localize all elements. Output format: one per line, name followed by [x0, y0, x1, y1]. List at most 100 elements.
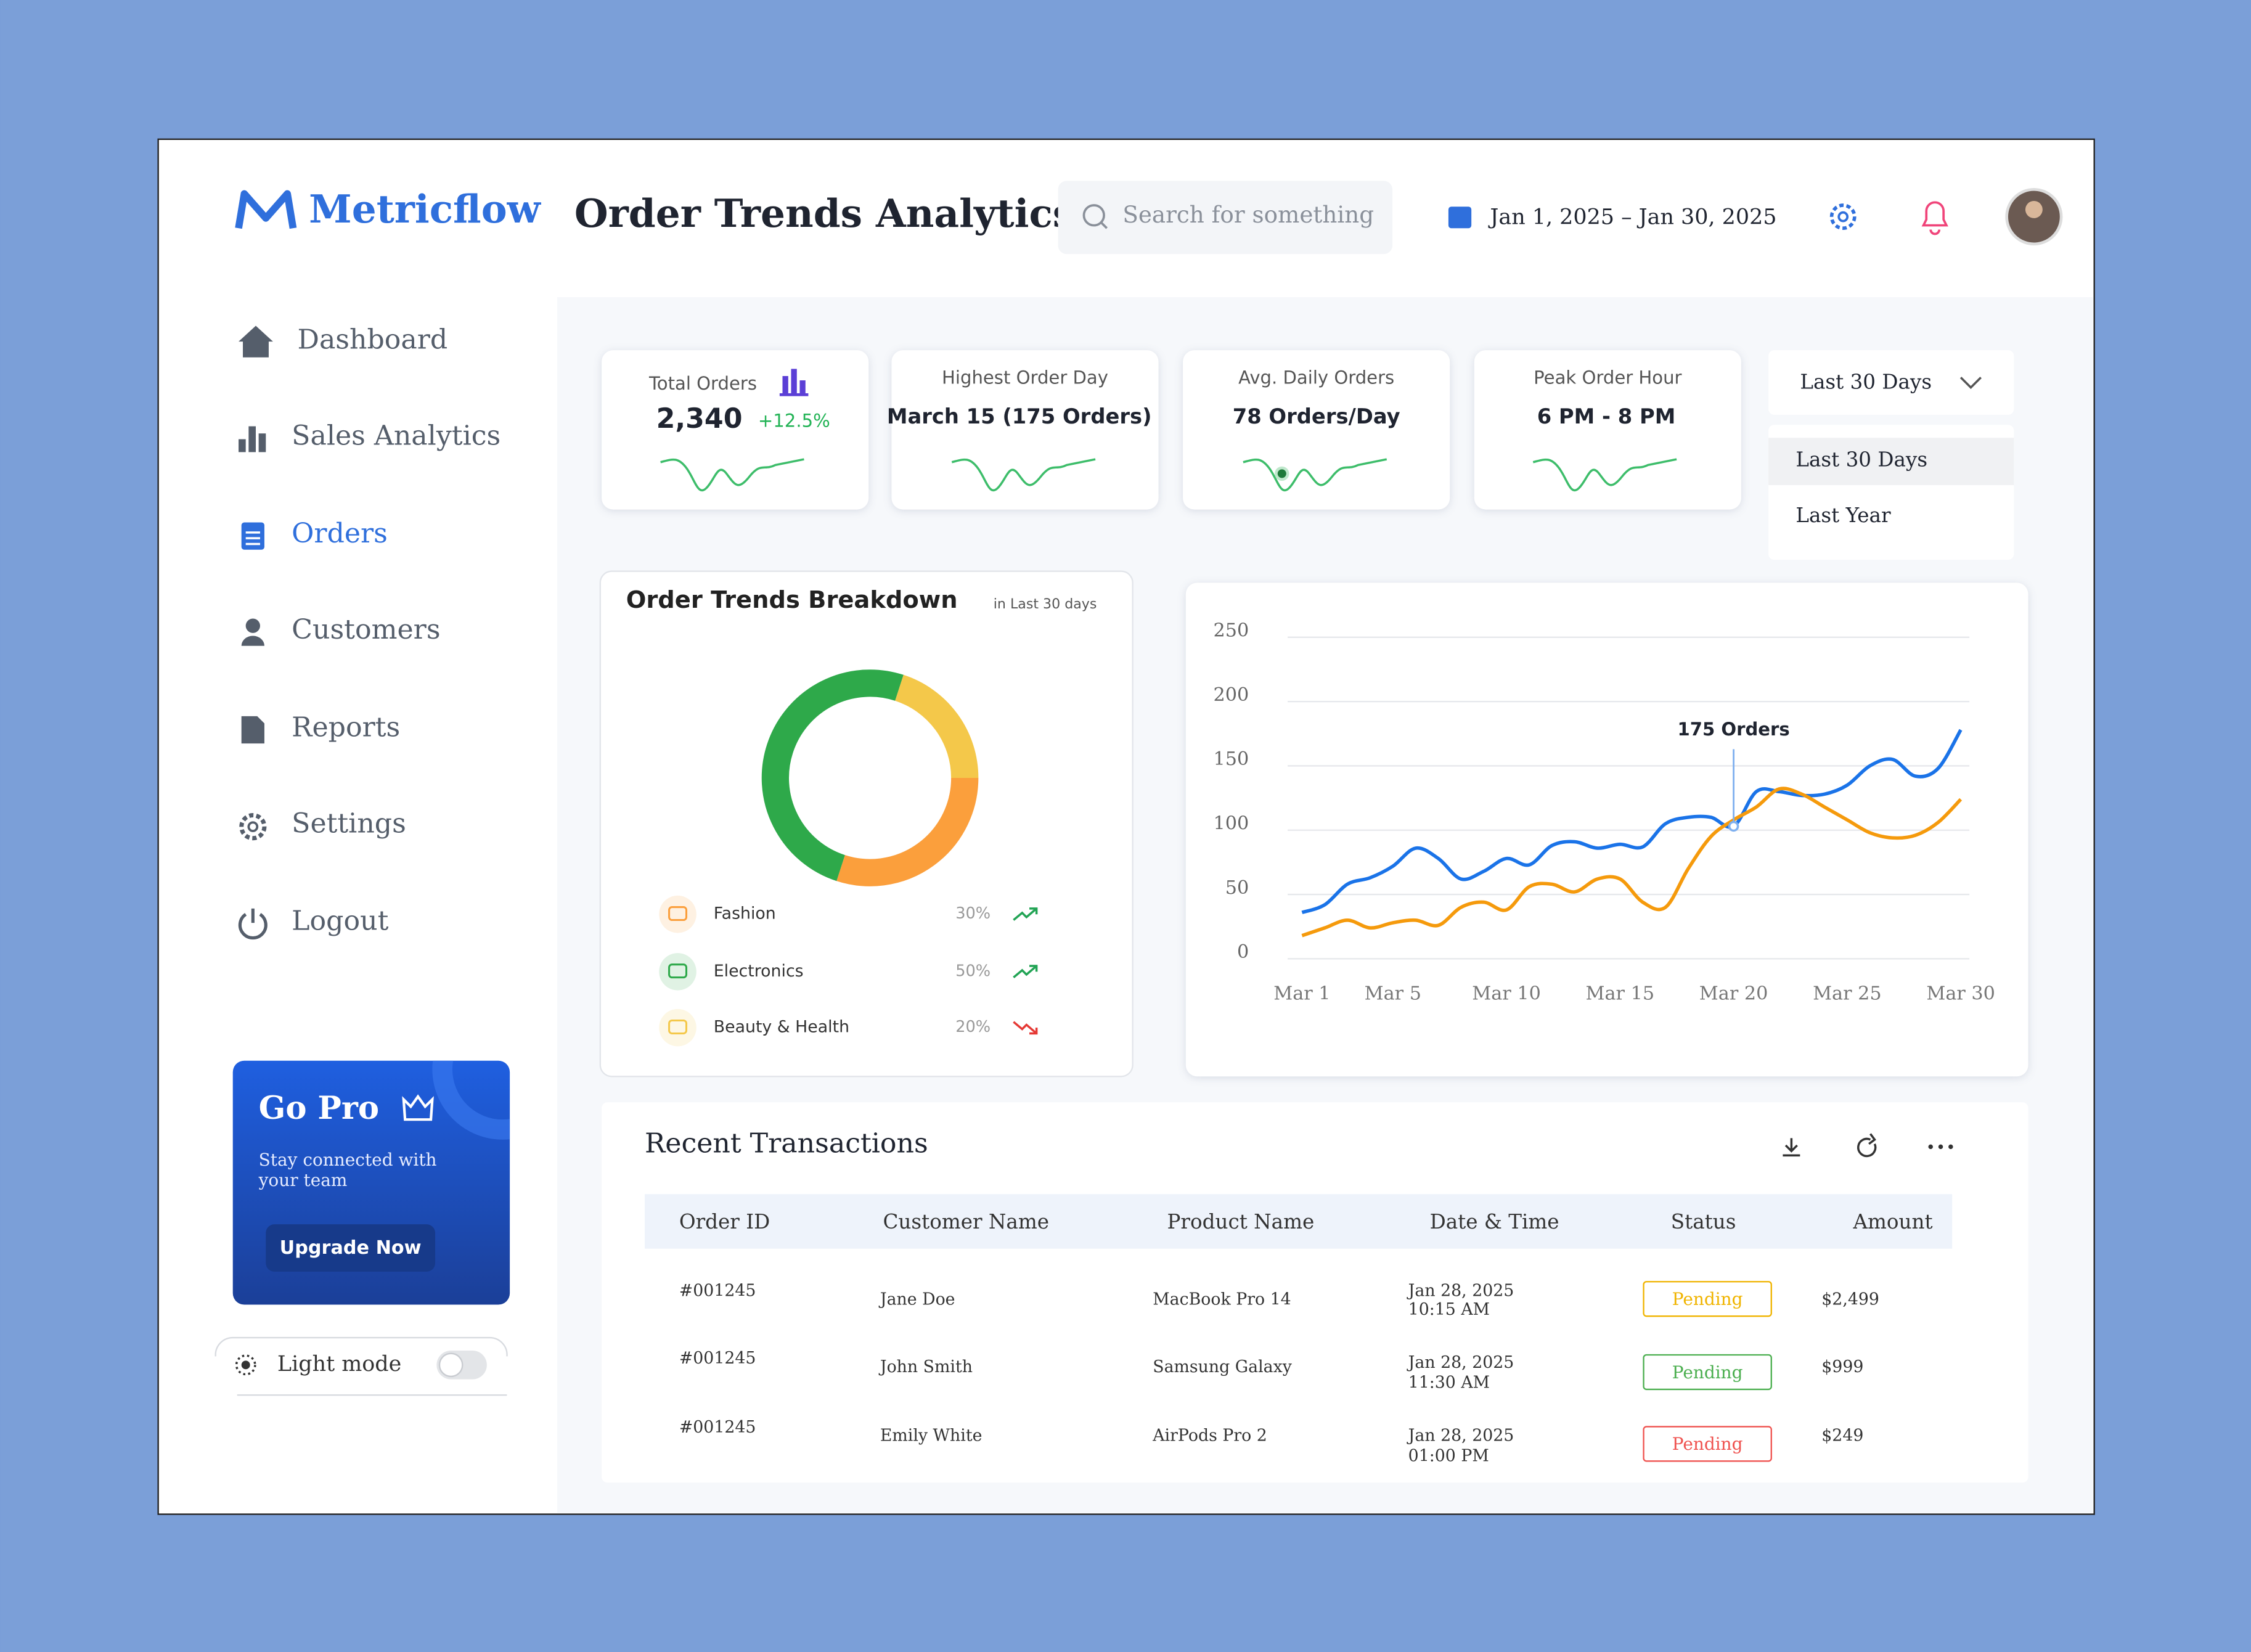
product-name: MacBook Pro 14	[1153, 1290, 1291, 1309]
y-tick-label: 150	[1213, 748, 1249, 770]
brand: Metricflow	[309, 186, 542, 232]
status-label: Pending	[1672, 1362, 1743, 1383]
nav-item[interactable]: Customers	[292, 614, 440, 645]
refresh-button[interactable]	[1857, 1133, 1877, 1158]
search-box[interactable]	[1058, 181, 1393, 255]
kpi-label: Peak Order Hour	[1534, 367, 1681, 388]
status-badge	[1643, 1281, 1772, 1317]
settings-button[interactable]	[1829, 203, 1857, 231]
sparkline-marker	[1275, 466, 1289, 481]
legend-icon	[659, 1008, 697, 1047]
time: 11:30 AM	[1408, 1373, 1490, 1392]
column-header: Amount	[1853, 1210, 1933, 1233]
nav-icon	[241, 716, 264, 744]
kpi-card	[1183, 350, 1450, 510]
date: Jan 28, 2025	[1407, 1426, 1514, 1446]
x-tick-label: Mar 15	[1586, 983, 1655, 1005]
nav-item[interactable]: Settings	[292, 808, 406, 839]
chart-subtitle: in Last 30 days	[994, 596, 1097, 612]
calendar-icon	[1448, 206, 1472, 229]
promo-decoration	[432, 1060, 510, 1140]
legend-icon	[659, 895, 697, 933]
time: 01:00 PM	[1408, 1446, 1489, 1465]
notifications-button[interactable]	[1921, 201, 1948, 235]
donut-segment	[836, 777, 979, 886]
status-label: Pending	[1672, 1434, 1743, 1454]
nav-icon	[239, 426, 266, 452]
nav-item[interactable]: Logout	[292, 906, 388, 937]
x-tick-label: Mar 25	[1813, 983, 1882, 1005]
legend-icon	[668, 906, 688, 922]
period-option[interactable]: Last Year	[1795, 504, 1891, 527]
search-icon	[1082, 204, 1105, 227]
kpi-label: Avg. Daily Orders	[1238, 367, 1394, 388]
settings-icon	[1837, 211, 1849, 223]
order-id: #001245	[679, 1349, 756, 1368]
y-tick-label: 250	[1213, 620, 1249, 642]
download-button[interactable]	[1783, 1138, 1800, 1157]
y-tick-label: 200	[1213, 684, 1249, 706]
donut-segment	[894, 674, 979, 779]
nav-icon	[247, 821, 259, 833]
legend-icon	[659, 953, 697, 991]
upgrade-button-label: Upgrade Now	[280, 1237, 422, 1259]
search-placeholder: Search for something	[1122, 201, 1374, 228]
more-button[interactable]	[1928, 1144, 1953, 1150]
period-option-highlight[interactable]	[1768, 438, 2014, 486]
period-dropdown[interactable]	[1768, 350, 2014, 415]
promo-text: your team	[258, 1170, 348, 1190]
kpi-value: 2,340	[656, 403, 743, 435]
y-tick-label: 50	[1225, 877, 1249, 899]
trend-arrow	[1013, 907, 1038, 921]
date-range[interactable]: Jan 1, 2025 – Jan 30, 2025	[1488, 205, 1776, 229]
theme-toggle-label: Light mode	[277, 1352, 401, 1376]
period-option[interactable]: Last 30 Days	[1795, 448, 1927, 471]
chevron	[1959, 377, 1982, 390]
legend-value: 20%	[955, 1018, 991, 1036]
amount: $2,499	[1821, 1290, 1879, 1309]
y-tick-label: 0	[1237, 941, 1249, 963]
sun-icon	[241, 1360, 250, 1370]
nav-item[interactable]: Orders	[292, 518, 388, 549]
nav-icon	[239, 813, 267, 841]
series-line	[1301, 729, 1963, 914]
toggle-knob	[438, 1352, 464, 1378]
column-header: Order ID	[679, 1210, 770, 1233]
legend-icon	[668, 963, 688, 979]
theme-toggle-frame	[214, 1336, 508, 1357]
date: Jan 28, 2025	[1407, 1353, 1514, 1372]
customer-name: Emily White	[880, 1426, 983, 1446]
legend-value: 50%	[955, 962, 991, 980]
trend-arrow	[1013, 1021, 1038, 1035]
status-badge	[1643, 1354, 1772, 1391]
upgrade-button[interactable]	[266, 1224, 436, 1272]
product-name: AirPods Pro 2	[1152, 1426, 1267, 1446]
kpi-value: March 15 (175 Orders)	[887, 404, 1152, 428]
status-label: Pending	[1672, 1289, 1743, 1309]
period-selected: Last 30 Days	[1800, 370, 1932, 394]
nav-item[interactable]: Dashboard	[298, 324, 448, 356]
kpi-label: Total Orders	[648, 373, 757, 394]
chart-title: Order Trends Breakdown	[626, 586, 958, 614]
legend-label: Fashion	[714, 904, 776, 923]
column-header: Customer Name	[883, 1210, 1049, 1233]
legend-icon	[668, 1019, 688, 1034]
kpi-value: 6 PM - 8 PM	[1537, 404, 1676, 428]
nav-icon	[245, 531, 260, 546]
page-title: Order Trends Analytics	[574, 190, 1074, 236]
order-id: #001245	[679, 1282, 756, 1301]
date: Jan 28, 2025	[1407, 1282, 1514, 1301]
table-header	[644, 1194, 1953, 1249]
nav-item[interactable]: Reports	[292, 711, 400, 743]
y-tick-label: 100	[1213, 812, 1249, 834]
amount: $999	[1821, 1357, 1863, 1376]
status-badge	[1643, 1426, 1772, 1462]
nav-icon	[239, 325, 273, 358]
order-id: #001245	[679, 1418, 756, 1437]
annotation: 175 Orders	[1678, 719, 1790, 740]
nav-icon	[241, 522, 264, 550]
nav-item[interactable]: Sales Analytics	[292, 420, 500, 452]
kpi-card	[891, 350, 1159, 510]
logo-icon	[235, 190, 297, 229]
amount: $249	[1821, 1426, 1863, 1446]
